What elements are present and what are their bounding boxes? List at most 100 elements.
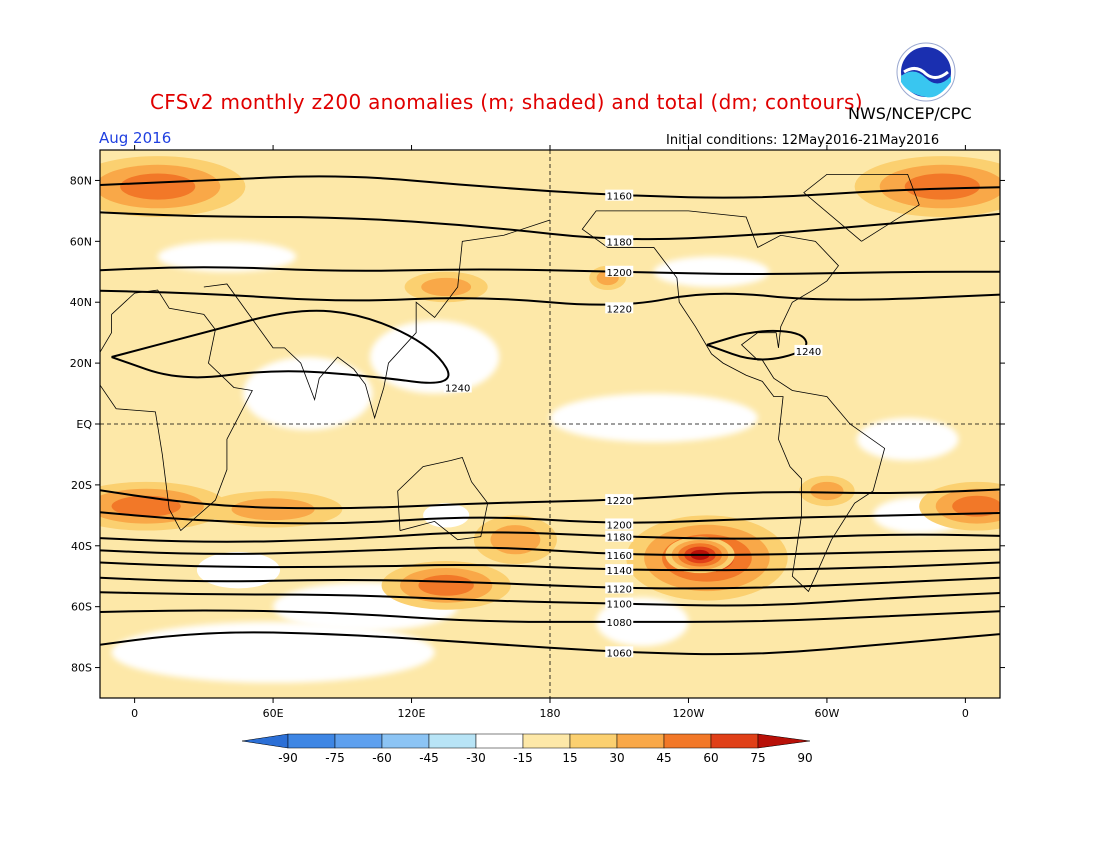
anomaly-shade	[473, 515, 557, 565]
anomaly-shade	[935, 488, 1000, 524]
lat-label: 20N	[70, 357, 92, 370]
contour-label-bg	[605, 615, 634, 627]
colorbar-swatch	[381, 733, 430, 749]
lat-label: EQ	[76, 418, 92, 431]
contour-line	[100, 591, 1000, 607]
contour-label: 1240	[796, 347, 821, 358]
contour-label: 1180	[607, 237, 632, 248]
anomaly-shade	[421, 277, 472, 297]
neutral-anomaly-region	[370, 320, 500, 394]
neutral-anomaly-region	[273, 582, 458, 632]
coastline	[803, 173, 920, 242]
contour-label-bg	[605, 646, 634, 658]
colorbar-swatch	[663, 733, 712, 749]
contour-label: 1180	[607, 533, 632, 544]
anomaly-shade	[684, 546, 716, 564]
neutral-anomaly-region	[157, 241, 297, 272]
contour-line	[100, 609, 1000, 623]
lat-label: 40S	[71, 540, 92, 553]
colorbar-swatch	[616, 733, 665, 749]
anomaly-shade	[799, 475, 855, 507]
neutral-anomaly-region	[550, 393, 758, 443]
lon-label: 60E	[263, 707, 284, 720]
anomaly-shade	[626, 515, 788, 601]
contour-line	[100, 531, 1000, 543]
colorbar-arrow-high	[757, 733, 811, 749]
organization-label: NWS/NCEP/CPC	[848, 104, 972, 123]
anomaly-shade	[952, 495, 1000, 517]
coastline	[397, 457, 489, 541]
coastlines	[100, 173, 920, 593]
axes: 80N 60N 40N 20N EQ 20S 40S 60S 80S 0 60E 120E 180 120…	[70, 145, 1005, 720]
neutral-anomaly-region	[243, 357, 373, 431]
anomaly-shade	[671, 539, 729, 570]
lat-label: 40N	[70, 296, 92, 309]
colorbar-label: -15	[513, 751, 533, 765]
lon-label: 120E	[398, 707, 426, 720]
coastline	[203, 219, 551, 420]
anomaly-shade	[231, 498, 315, 521]
contour-line	[111, 309, 450, 384]
colorbar-swatch	[287, 733, 336, 749]
contour-line	[100, 488, 1000, 510]
anomaly-shade	[677, 543, 723, 567]
anomaly-shade	[120, 173, 196, 200]
contour-label: 1220	[607, 496, 632, 507]
contour-line	[100, 546, 1000, 556]
initial-conditions: Initial conditions: 12May2016-21May2016	[666, 133, 940, 148]
lon-label: 60W	[814, 707, 839, 720]
contour-line	[100, 511, 1000, 525]
negative-anomaly-shade	[196, 551, 280, 589]
anomaly-shade	[690, 549, 710, 560]
forecast-period: Aug 2016	[99, 129, 172, 147]
anomaly-background	[100, 150, 1000, 698]
contour-label: 1160	[607, 192, 632, 203]
lon-label: 0	[131, 707, 138, 720]
lat-label: 20S	[71, 479, 92, 492]
contour-label: 1200	[607, 520, 632, 531]
anomaly-shade	[644, 524, 770, 592]
colorbar-swatch	[475, 733, 524, 749]
contour-label: 1100	[607, 600, 632, 611]
colorbar-label: 30	[609, 751, 624, 765]
colorbar-label: -60	[372, 751, 392, 765]
anomaly-shade	[662, 534, 752, 582]
anomaly-shade	[111, 495, 181, 517]
lon-label: 120W	[673, 707, 705, 720]
contour-label-bg	[443, 381, 472, 393]
anomaly-shade	[100, 488, 204, 524]
contour-label-bg	[605, 597, 634, 609]
height-contours: 1160 1180 1200 1220 1240 1240 1220 1200 1180 1160…	[100, 175, 1000, 659]
reference-lines	[100, 150, 1000, 698]
anomaly-shade	[596, 270, 619, 286]
contour-label-bg	[605, 518, 634, 530]
contour-label-bg	[605, 189, 634, 201]
contour-label-bg	[605, 548, 634, 560]
colorbar-label: 90	[797, 751, 812, 765]
contour-label: 1140	[607, 566, 632, 577]
anomaly-shade	[879, 164, 1000, 209]
colorbar-arrow-low	[241, 733, 289, 749]
colorbar-label: 15	[562, 751, 577, 765]
colorbar-label: -45	[419, 751, 439, 765]
anomaly-shade	[919, 481, 1000, 531]
contour-label-bg	[605, 582, 634, 594]
colorbar: -90 -75 -60 -45 -30 -15 15 30 45 60 75 90	[241, 733, 813, 765]
lat-label: 80N	[70, 174, 92, 187]
anomaly-shade	[100, 164, 221, 209]
contour-label-bg	[605, 564, 634, 576]
neutral-anomaly-region	[653, 256, 770, 287]
lat-label: 60N	[70, 235, 92, 248]
colorbar-label: -75	[325, 751, 345, 765]
coastline	[100, 289, 253, 532]
anomaly-shade	[400, 567, 493, 603]
anomaly-shade	[404, 271, 488, 303]
contour-label-bg	[605, 494, 634, 506]
contour-label: 1220	[607, 304, 632, 315]
contour-line	[100, 576, 1000, 590]
anomaly-shade	[810, 481, 844, 501]
lat-label: 80S	[71, 662, 92, 675]
colorbar-label: 60	[703, 751, 718, 765]
contour-line	[100, 289, 1000, 306]
